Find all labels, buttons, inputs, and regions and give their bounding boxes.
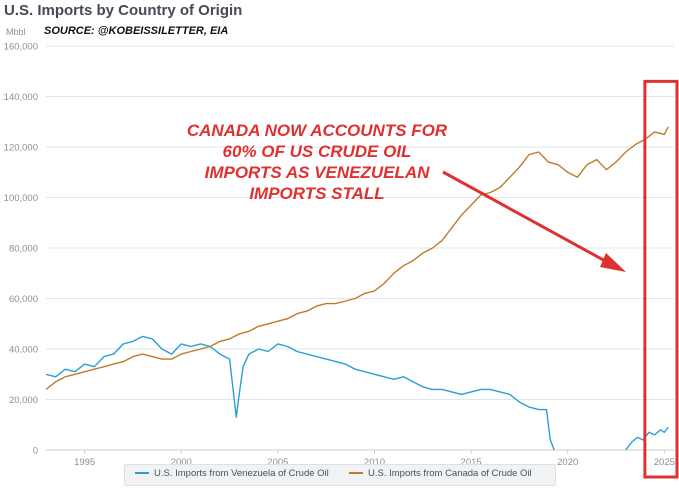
legend-item-canada[interactable]: U.S. Imports from Canada of Crude Oil [349, 468, 532, 479]
legend-swatch-canada [349, 472, 363, 475]
series-line-venezuela [45, 335, 555, 451]
x-tick-label: 2005 [267, 457, 288, 468]
x-tick-label: 2020 [557, 457, 578, 468]
chart-title: U.S. Imports by Country of Origin [4, 2, 243, 19]
legend-label-canada: U.S. Imports from Canada of Crude Oil [368, 468, 532, 479]
series-line-venezuela-resumed [625, 426, 669, 451]
x-tick-label: 2015 [461, 457, 482, 468]
annotation-arrow-head [600, 253, 626, 272]
x-tick-label: 1995 [74, 457, 95, 468]
legend-label-venezuela: U.S. Imports from Venezuela of Crude Oil [154, 468, 329, 479]
highlight-box [643, 79, 679, 479]
chart-gridlines [46, 45, 674, 451]
annotation-arrow-shaft [442, 170, 619, 270]
x-tick-label: 2000 [171, 457, 192, 468]
chart-series-lines [45, 126, 669, 451]
source-caption: SOURCE: @KOBEISSILETTER, EIA [44, 25, 229, 37]
y-tick-label: 0 [33, 446, 38, 457]
y-tick-label: 20,000 [9, 395, 38, 406]
y-tick-label: 60,000 [9, 294, 38, 305]
legend-swatch-venezuela [135, 472, 149, 475]
series-line-canada [45, 126, 669, 390]
y-tick-label: 100,000 [4, 193, 38, 204]
y-tick-label: 120,000 [4, 143, 38, 154]
y-tick-label: 140,000 [4, 92, 38, 103]
x-axis-tick-labels: 1995 2000 2005 2010 2015 2020 2025 [74, 450, 675, 468]
annotation-callout-text: CANADA NOW ACCOUNTS FOR 60% OF US CRUDE … [186, 121, 448, 203]
y-tick-label: 80,000 [9, 244, 38, 255]
y-axis-unit-label: Mbbl [6, 27, 26, 37]
y-tick-label: 160,000 [4, 42, 38, 53]
y-tick-label: 40,000 [9, 345, 38, 356]
annotation-overlay [442, 79, 679, 479]
legend-item-venezuela[interactable]: U.S. Imports from Venezuela of Crude Oil [135, 468, 329, 479]
x-tick-label: 2010 [364, 457, 385, 468]
chart-legend: U.S. Imports from Venezuela of Crude Oil… [124, 464, 556, 486]
y-axis-tick-labels: 0 20,000 40,000 60,000 80,000 100,000 120,000 1… [4, 42, 38, 457]
x-tick-label: 2025 [654, 457, 675, 468]
